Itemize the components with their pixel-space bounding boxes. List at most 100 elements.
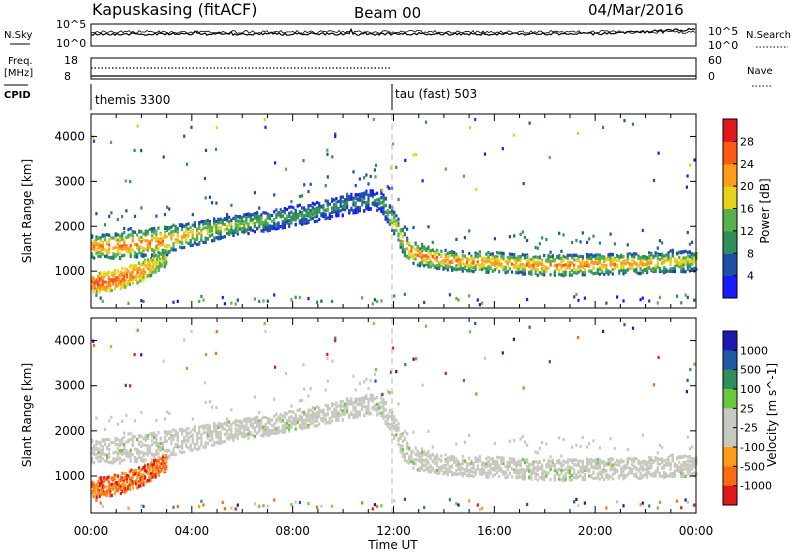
echo-cell — [665, 270, 668, 274]
echo-cell — [328, 214, 331, 219]
echo-cell — [504, 260, 507, 264]
echo-cell — [680, 266, 683, 270]
echo-cell — [129, 448, 132, 452]
echo-cell — [202, 226, 205, 230]
echo-cell — [393, 294, 396, 298]
echo-cell — [185, 443, 188, 447]
echo-cell — [639, 266, 642, 270]
echo-cell — [116, 238, 119, 242]
echo-cell — [191, 213, 194, 217]
echo-cell — [380, 400, 383, 404]
echo-cell — [457, 298, 460, 302]
echo-cell — [243, 418, 246, 422]
echo-cell — [455, 297, 458, 301]
echo-cell — [350, 208, 353, 212]
echo-cell — [275, 222, 278, 226]
echo-cell — [466, 264, 469, 268]
echo-cell — [154, 265, 157, 269]
echo-cell — [91, 276, 94, 281]
echo-cell — [558, 272, 561, 276]
echo-cell — [95, 495, 98, 499]
echo-cell — [251, 425, 254, 429]
echo-cell — [238, 419, 241, 423]
echo-cell — [198, 445, 201, 449]
echo-cell — [508, 464, 511, 468]
echo-cell — [322, 412, 325, 416]
echo-cell — [519, 475, 522, 479]
echo-cell — [650, 268, 653, 272]
echo-cell — [693, 461, 696, 465]
echo-cell — [571, 254, 574, 258]
echo-cell — [682, 250, 685, 254]
echo-cell — [271, 424, 274, 428]
echo-cell — [622, 464, 625, 468]
echo-cell — [669, 269, 672, 273]
echo-cell — [153, 436, 156, 440]
echo-cell — [101, 438, 104, 442]
echo-cell — [433, 252, 436, 256]
echo-cell — [558, 269, 561, 273]
echo-cell — [241, 420, 244, 424]
echo-cell — [253, 429, 256, 433]
echo-cell — [290, 404, 293, 408]
echo-cell — [352, 200, 355, 204]
echo-cell — [127, 281, 130, 285]
echo-cell — [176, 234, 179, 238]
echo-cell — [573, 266, 576, 271]
echo-cell — [601, 267, 604, 271]
echo-cell — [258, 429, 261, 433]
echo-cell — [553, 271, 556, 275]
echo-cell — [562, 463, 565, 467]
echo-cell — [682, 468, 685, 472]
echo-cell — [92, 276, 95, 280]
power-ylabel: Slant Range [km] — [20, 159, 34, 263]
echo-cell — [575, 292, 578, 297]
echo-cell — [408, 455, 411, 459]
echo-cell — [508, 235, 511, 239]
echo-cell — [151, 234, 154, 238]
echo-cell — [292, 217, 295, 222]
echo-cell — [247, 214, 250, 218]
echo-cell — [99, 247, 102, 252]
echo-cell — [150, 256, 153, 260]
echo-cell — [114, 459, 117, 463]
echo-cell — [301, 415, 304, 419]
echo-cell — [94, 486, 97, 490]
echo-cell — [478, 508, 481, 512]
echo-cell — [232, 438, 235, 442]
echo-cell — [628, 457, 631, 461]
echo-cell — [115, 281, 118, 285]
echo-cell — [208, 234, 211, 238]
echo-cell — [573, 463, 576, 467]
echo-cell — [511, 475, 514, 479]
echo-cell — [444, 458, 447, 462]
echo-cell — [425, 262, 428, 266]
echo-cell — [474, 251, 477, 255]
echo-cell — [474, 117, 477, 122]
echo-cell — [127, 432, 130, 436]
echo-cell — [223, 432, 226, 436]
echo-cell — [451, 250, 454, 254]
echo-cell — [491, 461, 494, 465]
echo-cell — [125, 246, 128, 250]
echo-cell — [127, 250, 130, 254]
echo-cell — [356, 397, 359, 401]
echo-cell — [680, 463, 683, 467]
echo-cell — [592, 476, 595, 481]
echo-cell — [508, 472, 511, 476]
echo-cell — [564, 460, 567, 464]
echo-cell — [198, 436, 201, 440]
echo-cell — [155, 437, 158, 441]
echo-cell — [686, 264, 689, 268]
echo-cell — [232, 229, 235, 233]
cpid-program-0: themis 3300 — [95, 93, 170, 107]
echo-cell — [223, 507, 226, 511]
echo-cell — [166, 433, 169, 437]
echo-cell — [213, 443, 216, 447]
echo-cell — [667, 253, 670, 258]
echo-cell — [682, 461, 685, 465]
echo-cell — [485, 270, 488, 274]
echo-cell — [691, 256, 694, 260]
echo-cell — [328, 216, 331, 220]
echo-cell — [213, 441, 216, 445]
